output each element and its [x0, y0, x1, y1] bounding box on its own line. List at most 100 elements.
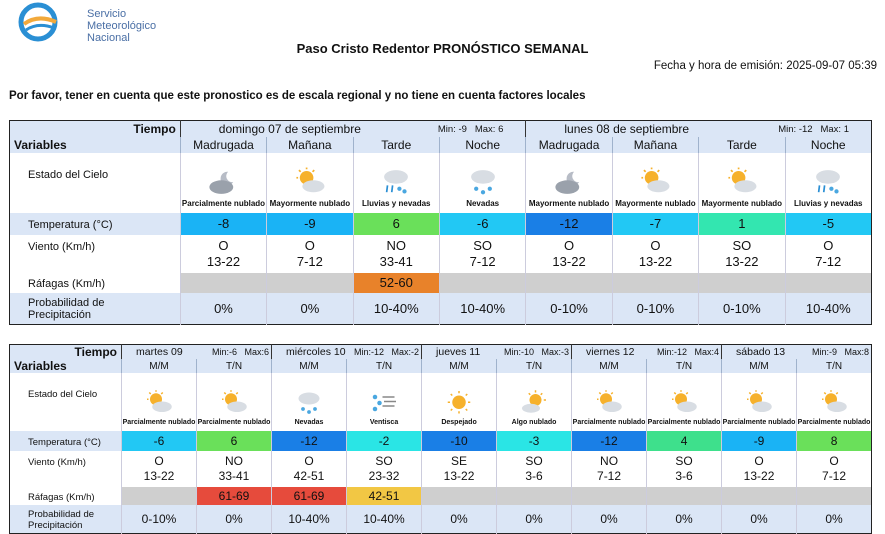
wind-cell: O 7-12 [266, 234, 354, 273]
gust-cell [611, 272, 699, 293]
day-name: lunes 08 de septiembre [564, 121, 690, 136]
day-minmax: Min: -12 Max: 1 [778, 122, 871, 135]
wind-speed: 3-6 [525, 469, 543, 483]
period-header: M/M [571, 359, 647, 373]
sky-label: Estado del Cielo [28, 389, 98, 400]
emission-time: Fecha y hora de emisión: 2025-09-07 05:3… [653, 60, 877, 72]
tiempo-header: Tiempo [9, 344, 122, 359]
period-header: Noche [438, 136, 526, 153]
forecast-label: PRONÓSTICO SEMANAL [433, 41, 589, 56]
period-header: Tarde [352, 136, 440, 153]
wind-cell: SO 13-22 [698, 234, 786, 273]
gust-cell [496, 487, 572, 505]
sky-cell: Algo nublado [496, 373, 572, 431]
partly-cloudy-icon [597, 390, 622, 412]
sky-cell: Parcialmente nublado [796, 373, 872, 431]
day-minmax: Min:-9 Max:8 [812, 346, 871, 357]
sky-text: Ventisca [369, 419, 399, 426]
sky-cell: Parcialmente nublado [121, 373, 197, 431]
partly-cloudy-icon [296, 167, 325, 192]
sky-text: Lluvias y nevadas [794, 198, 863, 208]
sky-text: Parcialmente nublado [181, 198, 266, 208]
gust-cell [438, 272, 526, 293]
gust-cell [646, 487, 722, 505]
temp-cell: -6 [121, 431, 197, 451]
day-header: jueves 11 Min:-10 Max:-3 [421, 344, 572, 359]
gust-cell [421, 487, 497, 505]
wind-cell: O 13-22 [525, 234, 613, 273]
partly-cloudy-icon [147, 390, 172, 412]
precip-cell: 10-40% [352, 292, 440, 325]
day-max: Max:4 [694, 347, 720, 357]
wind-speed: 7-12 [597, 469, 622, 483]
wind-speed: 23-32 [368, 469, 400, 483]
temp-label: Temperatura (°C) [9, 212, 181, 235]
partly-cloudy-icon [728, 167, 757, 192]
wind-direction: NO [600, 454, 619, 468]
wind-direction: O [304, 237, 315, 253]
temp-cell: -3 [496, 431, 572, 451]
temp-cell: 6 [195, 431, 272, 451]
temp-cell: 4 [646, 431, 722, 451]
sky-cell: Despejado [421, 373, 497, 431]
smn-logo-icon [18, 2, 58, 42]
temp-cell: -9 [266, 212, 354, 235]
variables-header: Variables [9, 136, 181, 153]
wind-cell: O 7-12 [796, 451, 872, 487]
wind-label: Viento (Km/h) [28, 240, 96, 253]
wind-speed: 13-22 [443, 469, 475, 483]
wind-speed: 13-22 [743, 469, 775, 483]
period-header: Mañana [611, 136, 699, 153]
wind-direction: SO [473, 237, 493, 253]
precip-cell: 0% [571, 505, 647, 533]
wind-cell: NO 7-12 [571, 451, 647, 487]
gust-label: Ráfagas (Km/h) [9, 272, 181, 293]
sky-text: Lluvias y nevadas [362, 198, 431, 208]
sky-cell: Ventisca [346, 373, 422, 431]
snow-icon [298, 392, 320, 414]
wind-speed: 42-51 [293, 469, 325, 483]
day-name: sábado 13 [736, 346, 786, 358]
partly-cloudy-icon [641, 167, 670, 192]
day-max: Max:6 [244, 347, 270, 357]
sky-text: Mayormente nublado [701, 198, 783, 208]
day-max: Max: 1 [820, 123, 849, 135]
period-header: M/M [721, 359, 797, 373]
temp-cell: -12 [525, 212, 613, 235]
day-minmax: Min:-12 Max:-2 [354, 346, 421, 357]
temp-cell: -7 [611, 212, 699, 235]
day-minmax: Min: -9 Max: 6 [438, 122, 525, 135]
period-header: M/M [121, 359, 197, 373]
wind-speed: 13-22 [206, 253, 241, 269]
gust-cell: 52-60 [352, 272, 440, 293]
wind-direction: O [304, 454, 314, 468]
wind-direction: O [829, 454, 839, 468]
precip-label: Probabilidad de Precipitación [9, 505, 122, 533]
day-minmax: Min:-10 Max:-3 [504, 346, 571, 357]
sky-cell: Nevadas [271, 373, 347, 431]
sky-cell: Parcialmente nublado [571, 373, 647, 431]
temp-cell: -10 [421, 431, 497, 451]
temp-cell: -12 [571, 431, 647, 451]
period-header: T/N [346, 359, 422, 373]
gust-cell [571, 487, 647, 505]
sky-cell: Parcialmente nublado [195, 373, 272, 431]
day-header: lunes 08 de septiembre Min: -12 Max: 1 [525, 120, 872, 137]
day-max: Max:-3 [541, 347, 570, 357]
precip-label-2: Precipitación [28, 519, 83, 531]
temp-cell: -5 [784, 212, 872, 235]
wind-speed: 7-12 [469, 253, 496, 269]
wind-direction: O [754, 454, 764, 468]
wind-cell: SO 7-12 [438, 234, 526, 273]
wind-cell: O 7-12 [784, 234, 872, 273]
precip-cell: 0% [179, 292, 267, 325]
partly-cloudy-icon [747, 390, 772, 412]
wind-direction: SO [732, 237, 752, 253]
temp-cell: -12 [271, 431, 347, 451]
snow-icon [470, 169, 495, 194]
precip-cell: 0-10% [525, 292, 613, 325]
gust-cell: 61-69 [271, 487, 347, 505]
wind-speed: 13-22 [725, 253, 759, 269]
temp-cell: 6 [352, 212, 440, 235]
precip-label-2: Precipitación [28, 309, 91, 322]
